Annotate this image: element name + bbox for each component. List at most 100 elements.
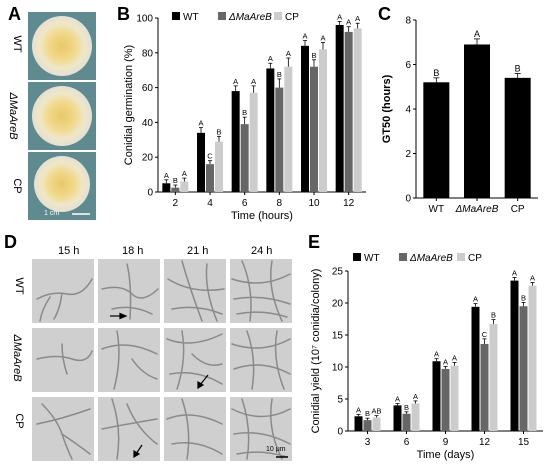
x-tick-label: 12 (343, 198, 355, 209)
significance-letter: A (337, 12, 342, 21)
bar (450, 365, 459, 431)
time-label-18h: 18 h (122, 245, 144, 257)
bar (249, 92, 258, 192)
significance-letter: A (164, 171, 169, 180)
y-tick-label: 6 (405, 60, 411, 71)
bar (215, 141, 223, 192)
bar (171, 187, 180, 192)
bar (353, 28, 362, 192)
bar (344, 31, 353, 193)
panel-letter-c: C (378, 4, 391, 24)
chart-c: 0 2 4 6 8 B WT A ΔMaAreB B CP GT50 (hours) (381, 16, 538, 215)
significance-letter: B (173, 176, 178, 185)
bar (464, 44, 490, 198)
x-tick-label: 10 (308, 198, 320, 209)
significance-letter: A (395, 394, 400, 403)
significance-letter: A (413, 392, 418, 401)
x-tick-label: 9 (443, 437, 449, 448)
significance-letter: C (482, 330, 488, 339)
y-tick-label: 40 (142, 118, 154, 129)
significance-letter: B (365, 409, 370, 418)
y-tick-label: 0 (337, 427, 343, 438)
bar (266, 68, 275, 192)
significance-letter: C (207, 152, 213, 161)
x-tick-label: CP (511, 204, 525, 215)
colony-photo-mutant (28, 82, 96, 150)
y-tick-label: 20 (332, 299, 344, 310)
bar (310, 66, 318, 192)
legend-swatch (218, 12, 226, 20)
scalebar-label-d: 10 μm (266, 446, 286, 453)
y-tick-label: 8 (405, 16, 411, 27)
significance-letter: B (521, 293, 526, 302)
significance-letter: A (320, 33, 325, 42)
bar (231, 91, 240, 192)
colony-image-mutant (32, 86, 92, 146)
time-label-15h: 15 h (58, 245, 80, 257)
significance-letter: B (216, 127, 221, 136)
y-tick-label: 0 (405, 194, 411, 205)
legend-label: WT (364, 253, 380, 264)
x-tick-label: WT (429, 204, 445, 215)
legend-label: WT (183, 12, 199, 23)
y-axis-label: GT50 (hours) (381, 74, 393, 143)
bar (240, 124, 249, 192)
time-label-21h: 21 h (187, 245, 209, 257)
y-tick-label: 15 (332, 331, 344, 342)
legend-label: ΔMaAreB (228, 12, 272, 23)
y-tick-label: 80 (142, 48, 154, 59)
bar (393, 405, 402, 431)
significance-letter: A (198, 119, 203, 128)
micrograph-grid (32, 259, 292, 461)
significance-letter: B (404, 403, 409, 412)
significance-letter: A (512, 268, 517, 277)
y-tick-label: 10 (332, 363, 344, 374)
x-tick-label: 8 (277, 198, 283, 209)
x-tick-label: 15 (518, 437, 530, 448)
bar (402, 413, 411, 431)
y-tick-label: 0 (147, 188, 153, 199)
row-label-a-mutant: ΔMaAreB (7, 92, 19, 140)
y-tick-label: 5 (337, 395, 343, 406)
bar (489, 324, 498, 431)
row-label-d-wt: WT (13, 277, 25, 295)
bar (354, 416, 363, 431)
significance-letter: A (233, 77, 238, 86)
significance-letter: B (515, 63, 521, 73)
significance-letter: A (452, 354, 457, 363)
time-label-24h: 24 h (251, 245, 273, 257)
legend-label: CP (468, 253, 482, 264)
y-tick-label: 4 (405, 105, 411, 116)
row-label-d-cp: CP (13, 413, 25, 429)
row-label-a-cp: CP (11, 178, 23, 194)
row-label-a-wt: WT (11, 35, 23, 53)
significance-letter: A (346, 18, 351, 27)
significance-letter: B (242, 108, 247, 117)
y-tick-label: 2 (405, 149, 411, 160)
significance-letter: A (182, 169, 187, 178)
x-axis-label: Time (hours) (231, 210, 293, 222)
significance-letter: A (251, 77, 256, 86)
x-tick-label: 4 (207, 198, 213, 209)
bar (510, 280, 519, 431)
significance-letter: A (302, 32, 307, 41)
bar (180, 181, 189, 192)
x-tick-label: ΔMaAreB (455, 204, 499, 215)
bar (301, 45, 309, 193)
colony-image-cp (34, 156, 90, 215)
bar (423, 82, 450, 198)
significance-letter: A (530, 274, 535, 283)
legend-swatch (353, 253, 361, 261)
x-tick-label: 6 (242, 198, 248, 209)
bar (197, 132, 205, 192)
significance-letter: AB (371, 407, 381, 416)
bar (372, 417, 381, 431)
legend-swatch (274, 12, 282, 20)
bar (411, 403, 420, 431)
panel-letter-a: A (8, 4, 21, 24)
bar (471, 306, 480, 431)
bar (432, 361, 441, 431)
row-label-d-mutant: ΔMaAreB (11, 334, 23, 382)
